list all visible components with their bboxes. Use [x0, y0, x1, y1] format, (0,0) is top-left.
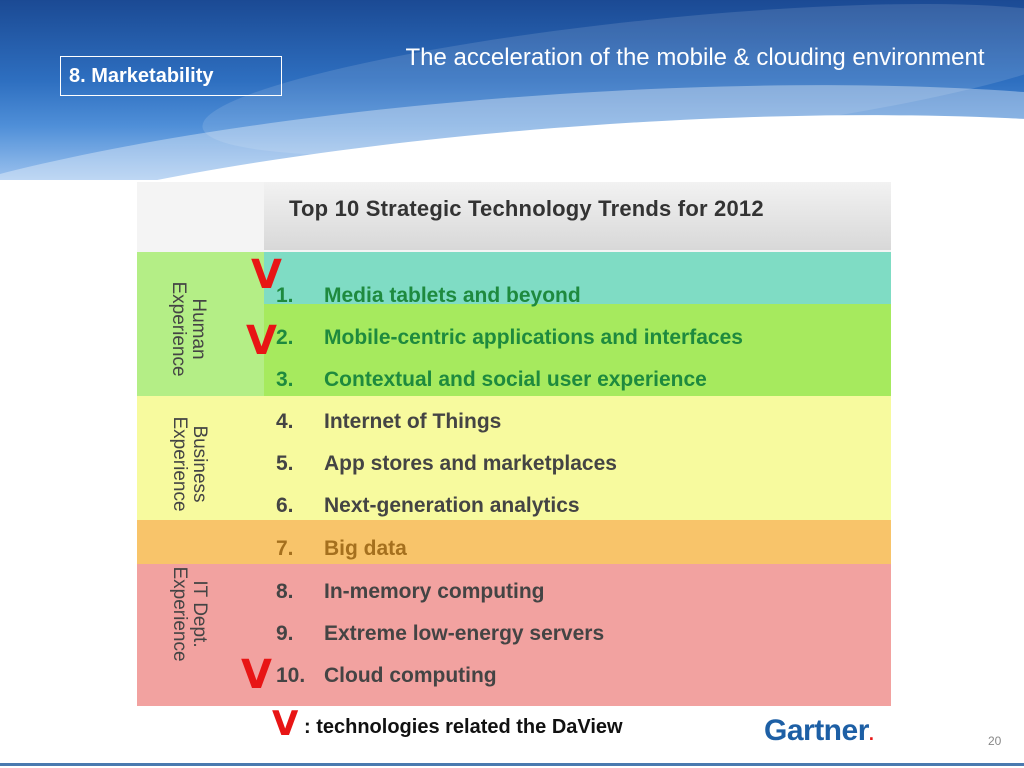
trend-text: Internet of Things — [324, 410, 502, 433]
band-business — [137, 396, 891, 520]
trend-text: Contextual and social user experience — [324, 368, 707, 391]
band-orange — [137, 520, 891, 564]
header-band: 8. Marketability The acceleration of the… — [0, 0, 1024, 180]
gartner-logo: Gartner. — [764, 714, 874, 748]
trend-number: 5. — [276, 452, 294, 475]
group-label-human: Human Experience — [168, 281, 209, 377]
trend-item: 3. Contextual and social user experience — [276, 368, 707, 392]
trend-item: 1. Media tablets and beyond — [276, 284, 581, 308]
trend-text: In-memory computing — [324, 580, 545, 603]
trend-item: 7. Big data — [276, 537, 407, 561]
trend-item: 2. Mobile-centric applications and interf… — [276, 326, 743, 350]
section-label: 8. Marketability — [60, 56, 282, 96]
trend-number: 6. — [276, 494, 294, 517]
trends-figure: Top 10 Strategic Technology Trends for 2… — [137, 182, 891, 706]
band-it — [137, 564, 891, 706]
page-number: 20 — [988, 734, 1002, 748]
trend-item: 10. Cloud computing — [276, 664, 497, 688]
trend-item: 9. Extreme low-energy servers — [276, 622, 604, 646]
trend-text: App stores and marketplaces — [324, 452, 617, 475]
trend-number: 2. — [276, 326, 294, 349]
logo-dot-icon: . — [868, 724, 874, 744]
check-mark-icon: V — [251, 252, 282, 298]
trend-number: 8. — [276, 580, 294, 603]
trend-text: Media tablets and beyond — [324, 284, 581, 307]
trend-number: 10. — [276, 664, 306, 687]
trend-item: 5. App stores and marketplaces — [276, 452, 617, 476]
group-label-business: Business Experience — [169, 416, 210, 512]
trend-number: 4. — [276, 410, 294, 433]
trend-text: Mobile-centric applications and interfac… — [324, 326, 743, 349]
legend-check-mark-icon: V — [272, 704, 299, 744]
bottom-rule — [0, 763, 1024, 766]
trend-item: 4. Internet of Things — [276, 410, 501, 434]
trend-text: Next-generation analytics — [324, 494, 580, 517]
group-label-it: IT Dept. Experience — [169, 566, 210, 662]
trend-number: 1. — [276, 284, 294, 307]
gartner-logo-text: Gartner — [764, 714, 869, 747]
trend-text: Cloud computing — [324, 664, 497, 687]
check-mark-icon: V — [246, 318, 277, 364]
trend-text: Extreme low-energy servers — [324, 622, 605, 645]
slide-title: The acceleration of the mobile & cloudin… — [405, 44, 985, 71]
legend-caption: : technologies related the DaView — [304, 716, 623, 738]
trend-item: 6. Next-generation analytics — [276, 494, 580, 518]
figure-title-bar — [264, 182, 891, 250]
trend-item: 8. In-memory computing — [276, 580, 545, 604]
figure-title: Top 10 Strategic Technology Trends for 2… — [289, 196, 764, 221]
trend-number: 7. — [276, 537, 294, 560]
trend-text: Big data — [324, 537, 407, 560]
check-mark-icon: V — [241, 652, 272, 698]
trend-number: 9. — [276, 622, 294, 645]
trend-number: 3. — [276, 368, 294, 391]
band-human-label-area — [137, 252, 264, 396]
